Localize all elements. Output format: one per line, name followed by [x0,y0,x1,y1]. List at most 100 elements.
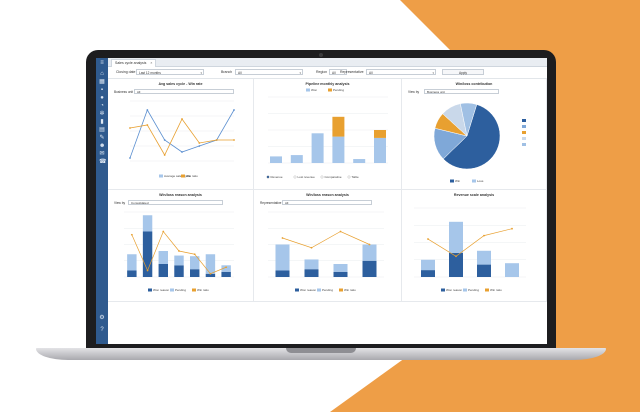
panel-title: Win/loss contribution [455,82,493,86]
business-unit-label: Business unit [114,90,133,94]
bar [353,159,366,163]
bar [205,273,216,277]
data-point [162,230,165,233]
data-point [181,151,183,153]
legend-label: Win [455,179,460,183]
legend-label: Win ratio [197,288,209,292]
bar [158,251,168,264]
legend-swatch [522,143,526,146]
representative-label: Representative [340,70,364,74]
legend-label: Win ratio [186,174,198,178]
panel-win-reason: Win/loss reason analysis View by Consoli… [108,190,254,302]
panel-revenue: Revenue scale analysis Won reason Pending… [402,190,547,302]
gear-icon[interactable]: ✲ [99,111,105,117]
bar [332,116,345,137]
chart-icon[interactable]: ▮ [100,119,104,125]
bar [311,133,324,163]
representative-select[interactable]: All ▾ [366,68,436,75]
bar [449,252,463,277]
legend-label: Win ratio [490,288,502,292]
data-point [483,234,485,237]
phone-icon[interactable]: ☎ [99,159,107,165]
region-select[interactable]: All [329,68,347,75]
data-point [146,269,149,272]
legend-swatch [306,88,310,92]
close-icon[interactable]: × [150,61,153,65]
bar [449,221,463,253]
view-by-label: View by [114,201,126,205]
legend-swatch [317,288,321,292]
settings-icon[interactable]: ⚙ [99,315,105,321]
legend-swatch [192,288,196,292]
menu-icon[interactable]: ≡ [100,60,104,66]
data-point [129,127,131,129]
tab-label: Sales cycle analysis [115,61,147,65]
bar [374,130,386,138]
bar [221,271,231,277]
representative-filter-select[interactable]: All [282,199,372,205]
bar [304,259,319,270]
data-point [178,250,180,252]
data-point [215,139,218,141]
legend-label: Average sales cycle [164,174,191,178]
calendar-icon[interactable]: ▦ [99,79,105,85]
legend-swatch [522,119,526,122]
legend-label: Loss [477,179,484,183]
user-icon[interactable]: ● [100,95,104,101]
legend-swatch [148,288,152,292]
panel-title: Revenue scale analysis [453,193,495,197]
closing-date-select[interactable]: Last 12 months ▾ [136,68,204,75]
bar [205,254,216,274]
legend-label: Won reason [446,288,462,292]
folder-icon[interactable]: ▪ [100,87,104,93]
view-by-select[interactable]: Consolidated [128,199,223,205]
bar [190,269,200,277]
closing-date-value: Last 12 months [139,70,161,75]
panel-title: Win/loss reason analysis [159,193,202,197]
tab-sales-cycle[interactable]: Sales cycle analysis × [111,59,157,67]
pie-slice [460,102,478,137]
bar [477,264,491,277]
laptop-screen: ≡ ⌂ ▦ ▪ ● ◔ ✲ ▮ ▤ ✎ ☻ ✉ ☎ ⚙ ? Sales cycl… [96,58,547,344]
data-point [511,227,513,230]
legend-swatch [159,174,163,178]
help-icon[interactable]: ? [100,327,104,333]
view-by-select[interactable]: Business unit [424,88,499,94]
tab-bar: Sales cycle analysis × [108,58,547,67]
legend-label: Pending [175,288,186,292]
bar [374,137,386,163]
chevron-down-icon: ▾ [432,70,434,75]
chevron-down-icon: ▾ [200,70,202,75]
mail-icon[interactable]: ✉ [99,151,105,157]
apply-button[interactable]: Apply [442,68,484,75]
bar [142,231,153,277]
legend-label: Pending [333,88,344,92]
panel-avg-sales: Avg sales cycle - Win rate Business unit… [108,79,254,190]
legend-swatch [522,131,526,134]
data-point [310,246,313,249]
legend-swatch [170,288,174,292]
business-unit-select[interactable]: All [134,88,234,94]
panel-win-contribution: Win/loss contribution View by Business u… [402,79,547,190]
bar [221,265,231,272]
edit-icon[interactable]: ✎ [99,135,105,141]
branch-label: Branch [221,70,233,74]
document-icon[interactable]: ▤ [99,127,105,133]
data-point [198,142,201,144]
legend-swatch [450,179,454,183]
bar [421,270,435,277]
clock-icon[interactable]: ◔ [100,103,104,109]
legend-label: Won reason [300,288,316,292]
data-point [146,109,149,111]
branch-select[interactable]: All ▾ [235,68,303,75]
data-point [281,237,284,239]
home-icon[interactable]: ⌂ [100,71,104,77]
people-icon[interactable]: ☻ [99,143,106,149]
panel-title: Avg sales cycle - Win rate [158,82,203,86]
legend-swatch [472,179,476,183]
bar [421,259,435,271]
win-reason-chart: Won reason Pending Win ratio [124,211,234,292]
radio-label: Lost revenue [298,175,316,179]
branch-value: All [238,70,242,75]
data-point [130,233,133,236]
